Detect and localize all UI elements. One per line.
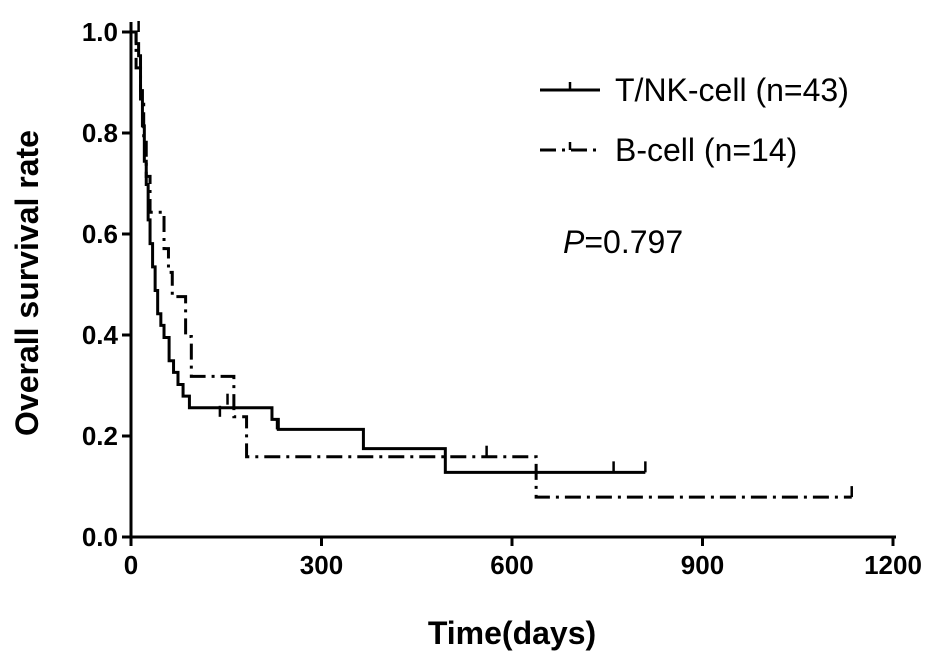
x-tick-label: 900 xyxy=(681,550,724,580)
y-axis-title: Overall survival rate xyxy=(9,130,45,436)
y-tick-label: 0.6 xyxy=(82,219,118,249)
axis-ticks: 0 300 600 900 1200 0.0 0.2 0.4 0.6 0.8 1.0 xyxy=(82,17,922,580)
series-line-tnk-cell xyxy=(131,30,646,474)
legend-label-tnk: T/NK-cell (n=43) xyxy=(615,72,849,108)
legend-label-bcell: B-cell (n=14) xyxy=(615,132,797,168)
x-tick-label: 1200 xyxy=(864,550,922,580)
legend: T/NK-cell (n=43) B-cell (n=14) xyxy=(540,72,849,168)
y-tick-label: 0.4 xyxy=(82,320,119,350)
y-tick-label: 0.8 xyxy=(82,118,118,148)
x-axis-title: Time(days) xyxy=(428,615,596,651)
y-tick-label: 0.2 xyxy=(82,421,118,451)
p-value-text: =0.797 xyxy=(584,224,683,260)
x-tick-label: 600 xyxy=(490,550,533,580)
p-value-symbol: P xyxy=(563,224,585,260)
x-tick-label: 0 xyxy=(124,550,138,580)
x-tick-label: 300 xyxy=(300,550,343,580)
y-tick-label: 0.0 xyxy=(82,522,118,552)
survival-curves xyxy=(131,21,853,499)
p-value-annotation: P=0.797 xyxy=(563,224,683,260)
y-tick-label: 1.0 xyxy=(82,17,118,47)
